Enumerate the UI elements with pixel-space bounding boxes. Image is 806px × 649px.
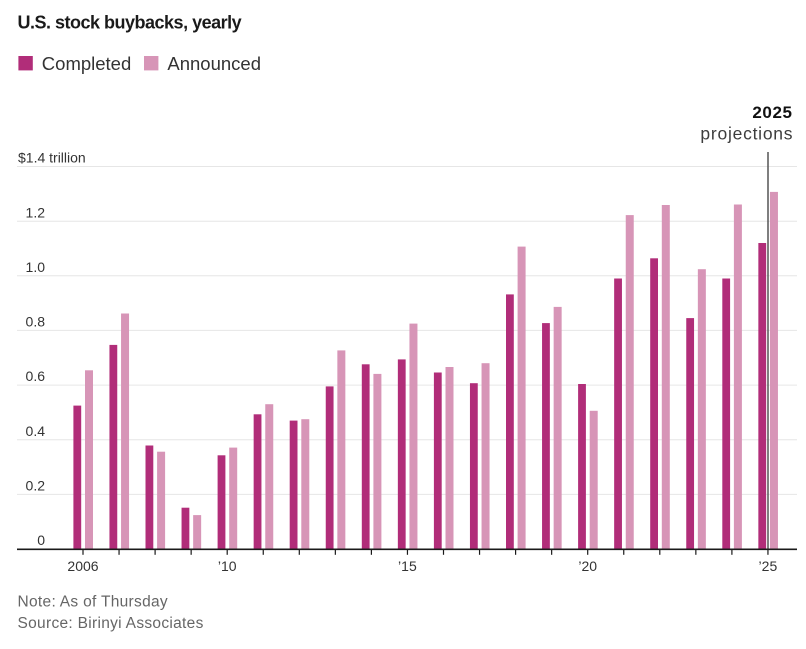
svg-text:1.0: 1.0 [26, 259, 46, 275]
svg-text:U.S. stock buybacks, yearly: U.S. stock buybacks, yearly [18, 13, 242, 33]
svg-text:’25: ’25 [759, 558, 778, 574]
svg-text:$1.4 trillion: $1.4 trillion [18, 150, 86, 166]
svg-text:’10: ’10 [218, 558, 237, 574]
svg-text:’20: ’20 [578, 558, 597, 574]
svg-text:2006: 2006 [67, 558, 98, 574]
svg-text:0.4: 0.4 [26, 423, 46, 439]
svg-text:0.6: 0.6 [26, 368, 46, 384]
svg-text:1.2: 1.2 [26, 204, 46, 220]
svg-text:0: 0 [37, 532, 45, 548]
svg-text:Completed: Completed [42, 53, 131, 74]
svg-text:Source: Birinyi Associates: Source: Birinyi Associates [18, 615, 204, 632]
svg-text:Note: As of Thursday: Note: As of Thursday [18, 594, 168, 611]
svg-text:0.8: 0.8 [26, 314, 46, 330]
svg-text:2025: 2025 [752, 103, 792, 122]
svg-text:0.2: 0.2 [26, 478, 46, 494]
svg-text:’15: ’15 [398, 558, 417, 574]
svg-text:Announced: Announced [167, 53, 261, 74]
svg-text:projections: projections [700, 124, 793, 144]
